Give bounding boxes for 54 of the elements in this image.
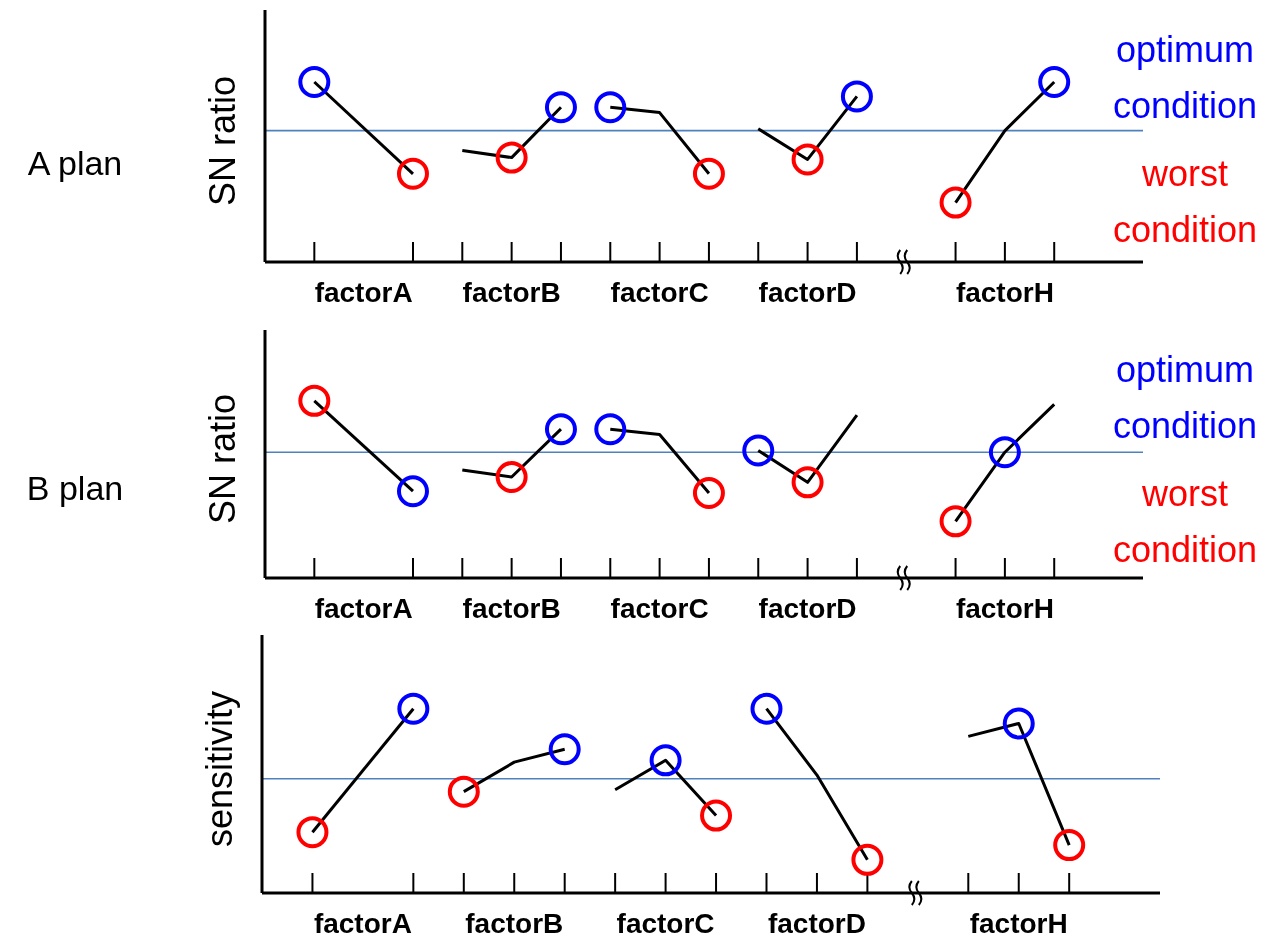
series-label: optimum condition: [1112, 29, 1258, 126]
point: [939, 186, 972, 219]
point: [298, 66, 331, 98]
point: [1053, 829, 1086, 862]
point: [495, 461, 528, 494]
point: [700, 799, 733, 832]
point: [298, 384, 331, 417]
point: [939, 505, 972, 538]
x-tick-label: factorD: [767, 908, 866, 939]
point: [396, 475, 429, 508]
point: [594, 413, 627, 446]
point: [544, 413, 577, 446]
point: [692, 476, 725, 509]
x-tick-label: factorA: [314, 593, 413, 624]
point: [396, 157, 429, 190]
x-tick-label: factorC: [610, 593, 709, 624]
point: [840, 80, 873, 113]
text: worst condition: [1112, 153, 1258, 250]
y-axis-title: SN ratio: [202, 393, 243, 525]
x-tick-label: factorA: [314, 277, 413, 308]
point: [397, 692, 430, 725]
x-tick-label: factorC: [616, 908, 715, 939]
x-tick-label: factorB: [465, 908, 564, 939]
x-tick-label: factorB: [462, 277, 561, 308]
x-tick-label: factorH: [955, 277, 1054, 308]
point: [988, 436, 1021, 469]
y-axis-title: sensitivity: [199, 690, 240, 848]
point: [296, 816, 329, 849]
point: [649, 744, 682, 777]
text: A plan: [27, 144, 123, 182]
point: [750, 692, 783, 725]
point: [544, 91, 577, 124]
text: optimum condition: [1112, 349, 1258, 446]
x-tick-label: factorH: [955, 593, 1054, 624]
point: [1038, 66, 1071, 98]
point: [791, 466, 824, 499]
point: [495, 141, 528, 174]
x-tick-label: factorH: [969, 908, 1068, 939]
point: [692, 157, 725, 190]
y-axis-title: SN ratio: [202, 75, 243, 207]
x-tick-label: factorC: [610, 277, 709, 308]
point: [742, 434, 775, 467]
point: [1002, 707, 1035, 740]
point: [791, 143, 824, 176]
text: worst condition: [1112, 473, 1258, 570]
x-tick-label: factorD: [758, 277, 857, 308]
x-tick-label: factorD: [758, 593, 857, 624]
point: [851, 843, 884, 876]
point: [548, 733, 581, 766]
point: [594, 91, 627, 124]
x-tick-label: factorA: [313, 908, 412, 939]
x-tick-label: factorB: [462, 593, 561, 624]
text: B plan: [26, 469, 124, 507]
point: [447, 775, 480, 808]
